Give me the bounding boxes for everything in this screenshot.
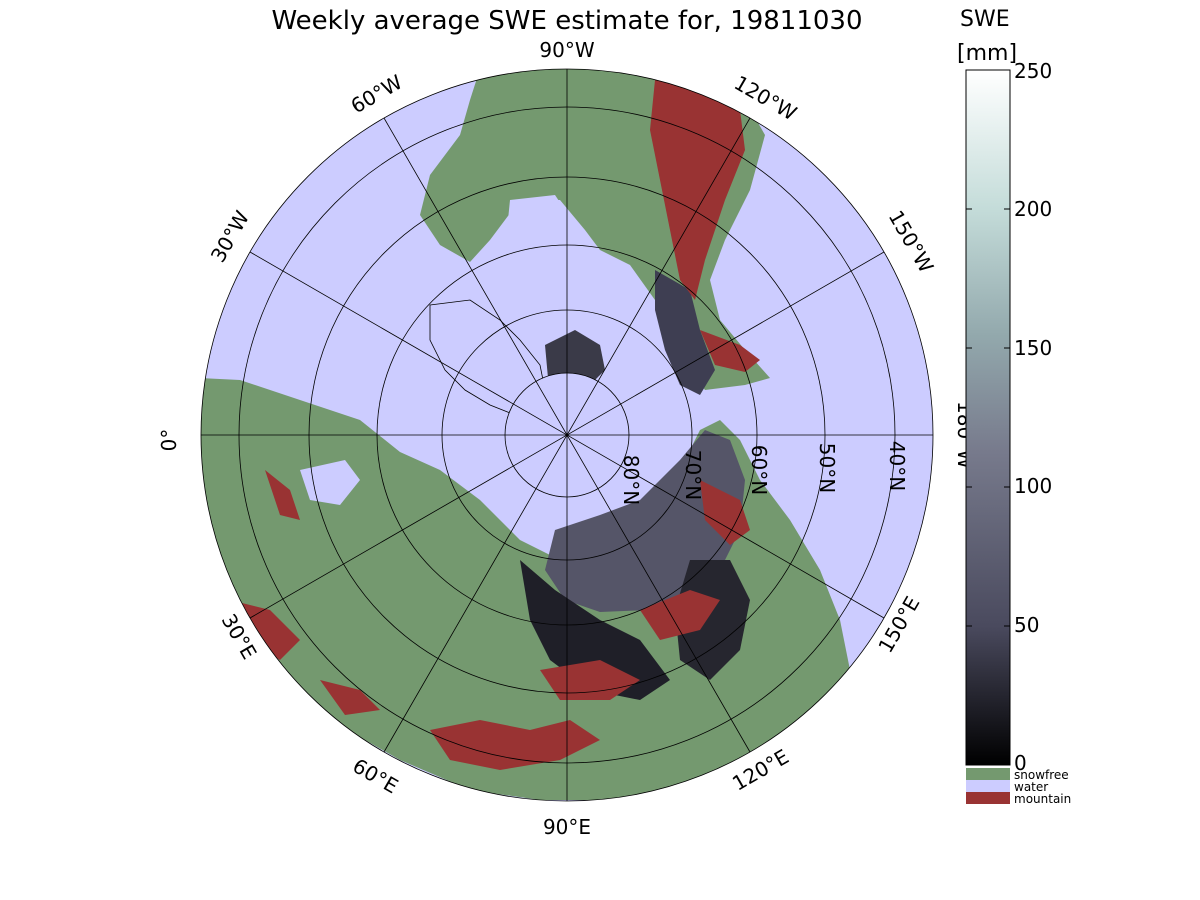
baltic-sea bbox=[300, 460, 360, 505]
east-siberia-mountain bbox=[700, 480, 750, 545]
colorbar-tick-50: 50 bbox=[1014, 613, 1040, 637]
map-title: Weekly average SWE estimate for, 1981103… bbox=[271, 6, 863, 36]
legend-swatch-snowfree bbox=[966, 768, 1010, 780]
colorbar-tick-100: 100 bbox=[1014, 474, 1053, 498]
graticule bbox=[200, 68, 934, 802]
lon-label-90e: 90°E bbox=[543, 815, 591, 839]
colorbar-title-line2: [mm] bbox=[957, 41, 1018, 66]
colorbar bbox=[965, 69, 1011, 804]
legend-swatch-water bbox=[966, 780, 1010, 792]
colorbar-gradient bbox=[965, 69, 1011, 766]
legend-label-mountain: mountain bbox=[1014, 792, 1072, 806]
colorbar-tick-0: 0 bbox=[1014, 751, 1027, 775]
alaska-snow bbox=[655, 270, 715, 395]
lat-label-80n: 80°N bbox=[619, 455, 643, 505]
lat-label-60n: 60°N bbox=[747, 445, 771, 495]
rockies-mountain bbox=[650, 80, 745, 300]
caucasus-mountain bbox=[320, 680, 380, 715]
legend-label-water: water bbox=[1014, 780, 1049, 794]
lon-label-60e: 60°E bbox=[349, 754, 403, 799]
colorbar-title-line1: SWE bbox=[960, 7, 1010, 32]
lon-label-90w: 90°W bbox=[539, 38, 594, 62]
colorbar-tick-250: 250 bbox=[1014, 59, 1053, 83]
colorbar-ticks bbox=[966, 69, 1010, 766]
lat-label-40n: 40°N bbox=[885, 441, 909, 491]
lon-label-0: 0° bbox=[157, 429, 181, 452]
hudson-bay bbox=[505, 195, 580, 280]
scandinavia-mountain bbox=[265, 470, 300, 520]
siberia-snow-dark bbox=[520, 560, 670, 700]
lat-label-50n: 50°N bbox=[815, 443, 839, 493]
himalaya-mountain bbox=[430, 720, 600, 770]
colorbar-tick-200: 200 bbox=[1014, 197, 1053, 221]
east-asia-snow-dark bbox=[675, 560, 750, 680]
colorbar-tick-150: 150 bbox=[1014, 336, 1053, 360]
lat-label-70n: 70°N bbox=[681, 450, 705, 500]
legend-label-snowfree: snowfree bbox=[1014, 768, 1069, 782]
legend-swatch-mountain bbox=[966, 792, 1010, 804]
central-asia-mountain bbox=[540, 660, 640, 700]
siberia-mountain bbox=[640, 590, 720, 640]
alaska-mountain bbox=[700, 330, 760, 372]
